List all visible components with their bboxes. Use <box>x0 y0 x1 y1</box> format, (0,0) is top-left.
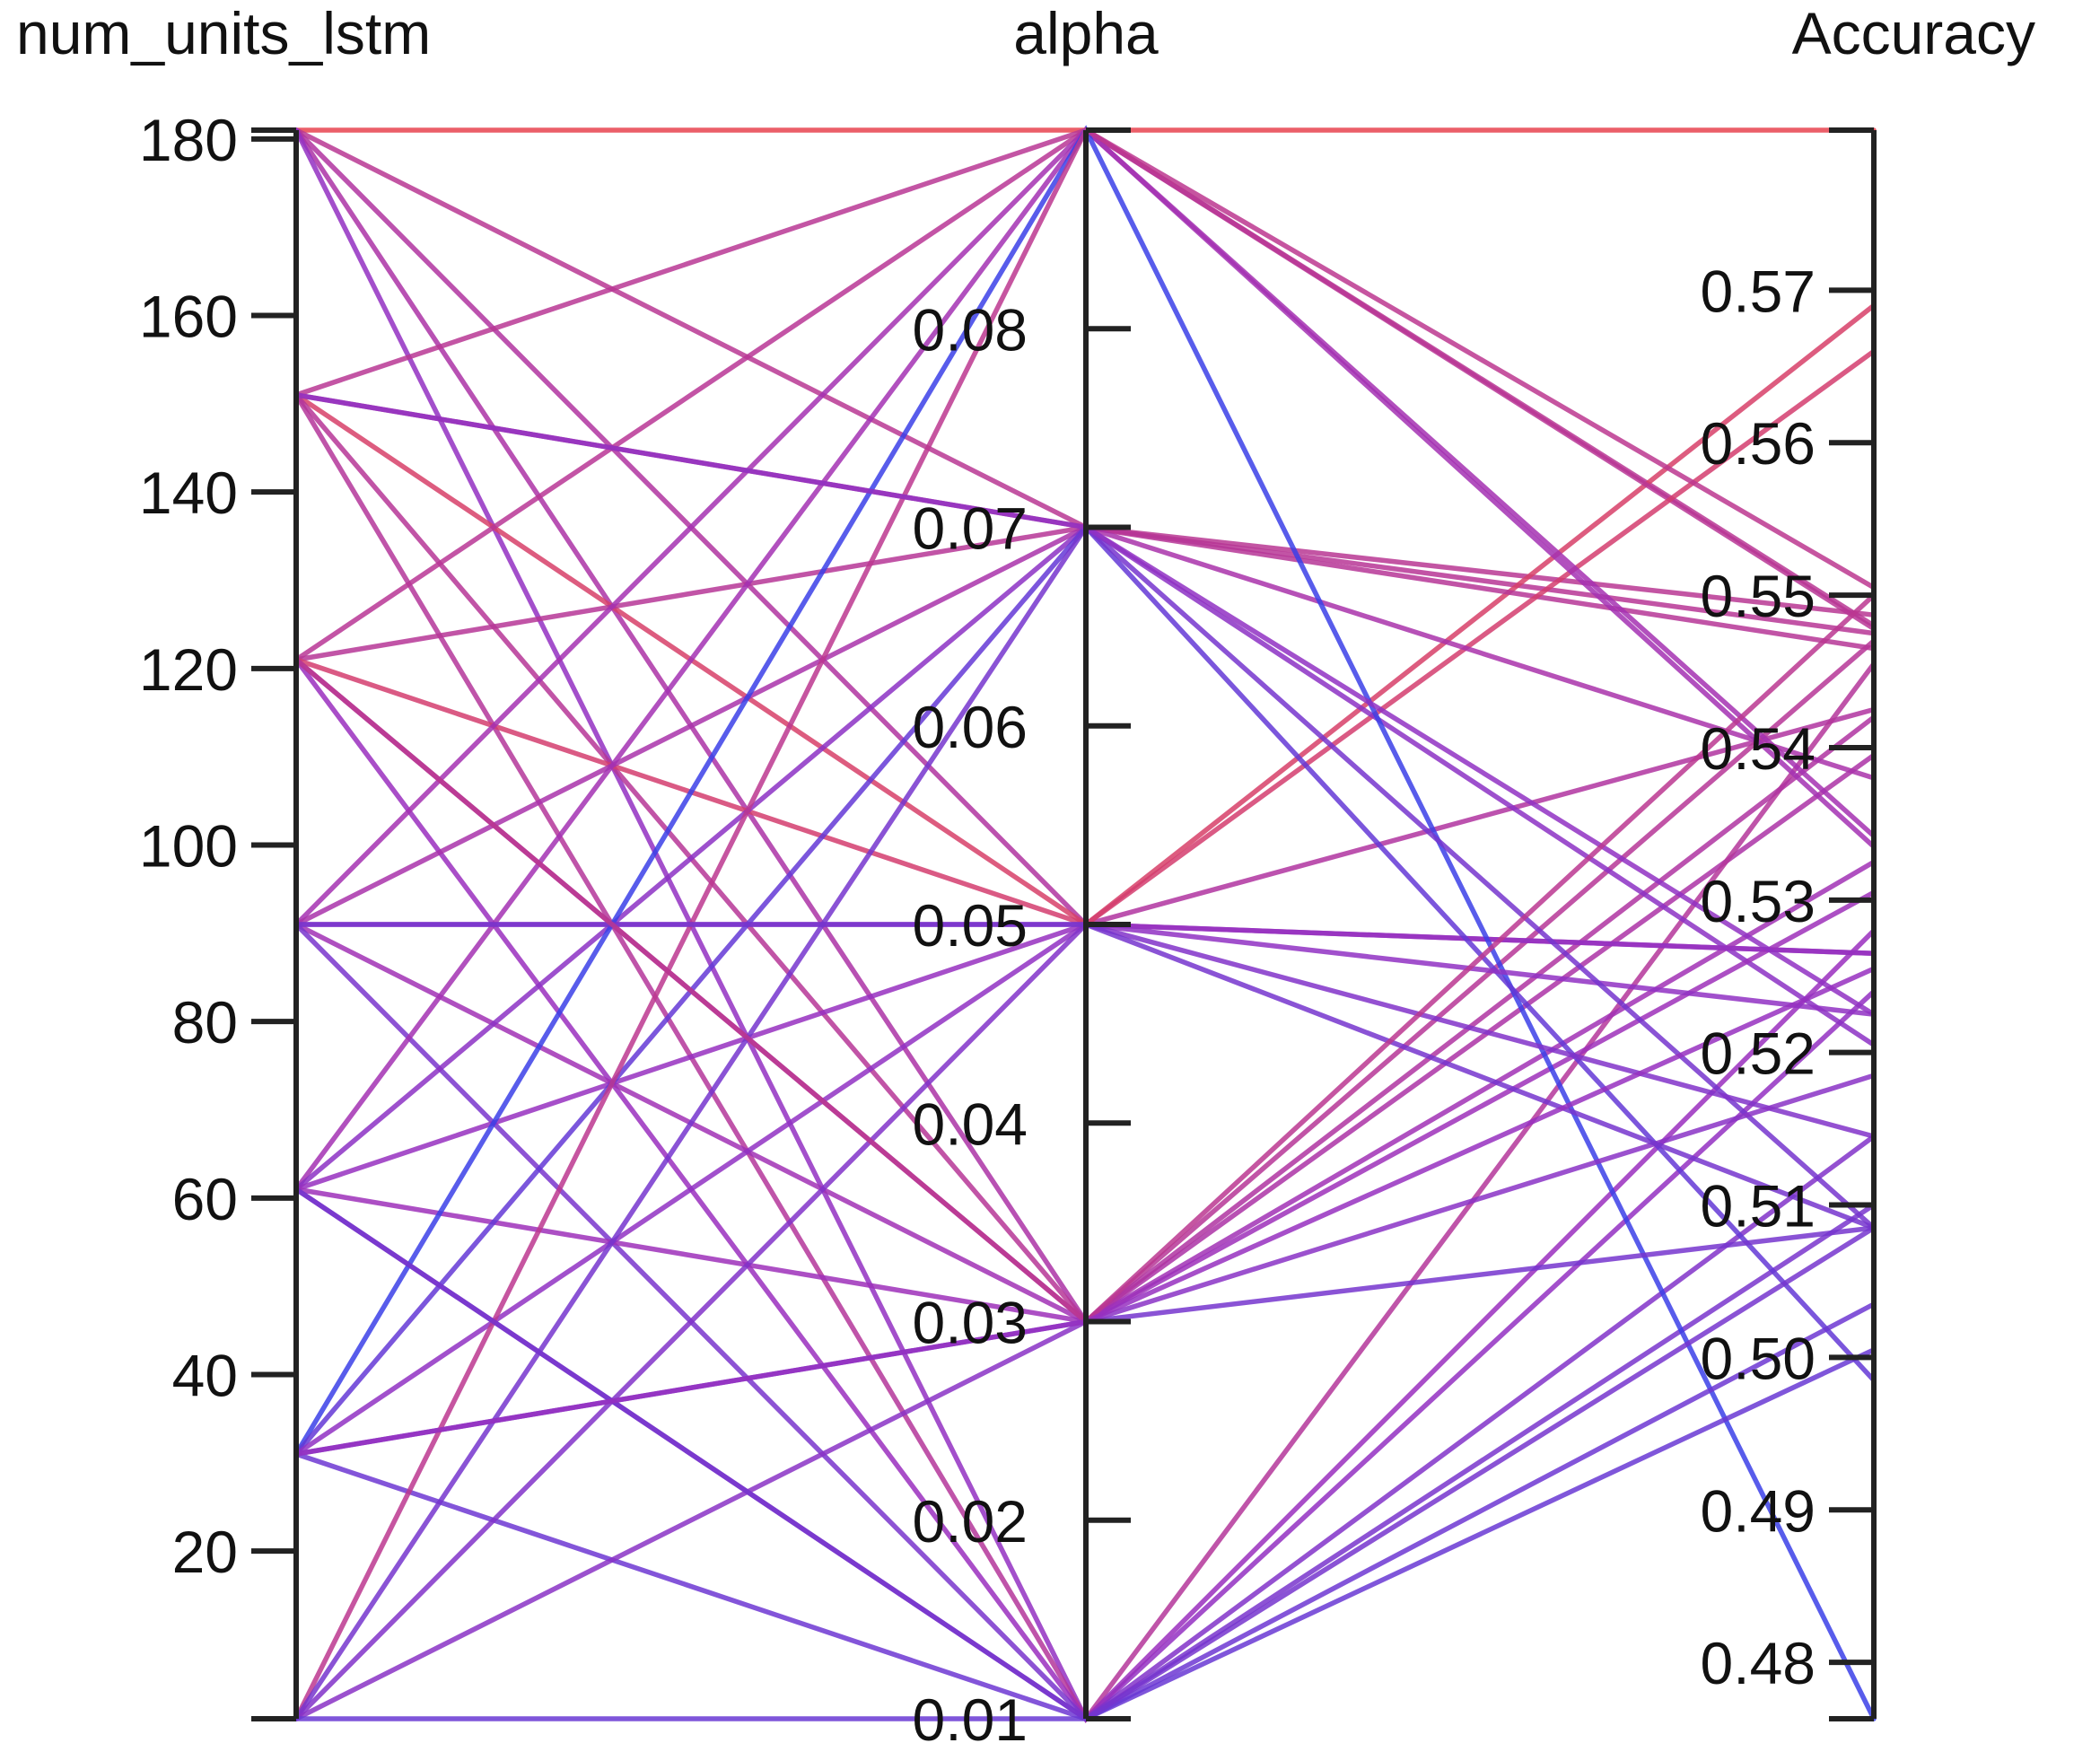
axis-title: num_units_lstm <box>16 0 431 66</box>
tick-label: 20 <box>172 1519 238 1585</box>
tick-label: 0.04 <box>913 1090 1028 1157</box>
tick-label: 120 <box>139 636 238 703</box>
axis-title: alpha <box>1013 0 1159 66</box>
tick-label: 0.48 <box>1701 1630 1816 1696</box>
tick-label: 0.08 <box>913 296 1028 363</box>
tick-label: 0.05 <box>913 892 1028 959</box>
tick-label: 0.54 <box>1701 715 1816 782</box>
axis-alpha: 0.01 0.02 0.03 0.04 0.05 0.06 0.07 0.08 alpha <box>913 0 1159 1743</box>
tick-label: 0.03 <box>913 1290 1028 1356</box>
axes: 20 40 60 80 100 120 140 160 180 num_units_lstm 0.0… <box>16 0 2035 1743</box>
tick-label: 0.02 <box>913 1488 1028 1555</box>
tick-label: 0.51 <box>1701 1173 1816 1239</box>
tick-label: 140 <box>139 460 238 526</box>
tick-label: 0.01 <box>913 1686 1028 1743</box>
tick-label: 0.53 <box>1701 868 1816 934</box>
tick-label: 60 <box>172 1166 238 1232</box>
tick-label: 0.56 <box>1701 410 1816 477</box>
tick-label: 0.49 <box>1701 1477 1816 1544</box>
tick-label: 40 <box>172 1343 238 1409</box>
tick-label: 80 <box>172 989 238 1055</box>
tick-label: 0.06 <box>913 694 1028 760</box>
tick-label: 0.57 <box>1701 258 1816 324</box>
tick-label: 100 <box>139 813 238 880</box>
axis-title: Accuracy <box>1792 0 2035 66</box>
axis-accuracy: 0.48 0.49 0.50 0.51 0.52 0.53 0.54 0.55 0.56 0.57… <box>1701 0 2035 1721</box>
tick-label: 0.07 <box>913 495 1028 562</box>
tick-label: 0.52 <box>1701 1020 1816 1087</box>
tick-label: 0.50 <box>1701 1325 1816 1391</box>
tick-label: 160 <box>139 284 238 350</box>
tick-label: 180 <box>139 107 238 173</box>
axis-num-units-lstm: 20 40 60 80 100 120 140 160 180 num_units_lstm <box>16 0 431 1721</box>
tick-label: 0.55 <box>1701 563 1816 629</box>
